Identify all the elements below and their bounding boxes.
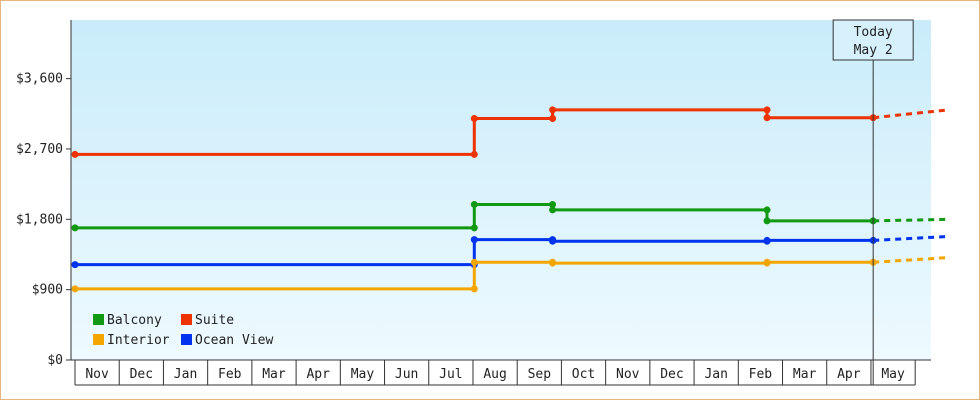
x-axis-months: Nov Dec Jan Feb Mar Apr May Jun Jul Aug Sep Oct Nov D… — [74, 360, 916, 386]
ocean-view-data-point — [470, 236, 478, 244]
month-label: Apr — [837, 367, 861, 382]
ocean-view-data-point — [549, 237, 557, 245]
month-label: Sep — [528, 367, 552, 382]
ocean-view-data-point — [71, 261, 79, 269]
today-label: Today — [854, 25, 893, 40]
y-tick-label: $3,600 — [16, 72, 63, 87]
month-label: Aug — [483, 367, 506, 382]
month-label: Feb — [218, 367, 242, 382]
today-marker: Today May 2 — [832, 19, 914, 385]
plot-background — [71, 20, 931, 360]
suite-data-point — [549, 106, 557, 114]
month-label: Nov — [616, 367, 640, 382]
y-tick-label: $1,800 — [16, 212, 63, 227]
month-label: Apr — [306, 367, 330, 382]
month-label: May — [881, 367, 905, 382]
balcony-data-point — [763, 217, 771, 225]
month-label: Dec — [130, 367, 153, 382]
suite-projection-line — [873, 108, 949, 120]
suite-legend-label: Suite — [195, 313, 234, 328]
suite-data-point — [763, 114, 771, 122]
suite-data-point — [549, 114, 557, 122]
balcony-projection-line — [873, 217, 949, 223]
interior-data-point — [470, 285, 478, 293]
y-tick-label: $0 — [47, 353, 63, 368]
month-label: Jan — [174, 367, 197, 382]
balcony-data-point — [470, 224, 478, 232]
balcony-data-point — [549, 200, 557, 208]
balcony-data-point — [71, 224, 79, 232]
today-date: May 2 — [854, 43, 893, 58]
suite-data-point — [71, 150, 79, 158]
balcony-data-point — [763, 206, 771, 214]
suite-legend-swatch — [181, 314, 192, 325]
interior-data-point — [549, 259, 557, 267]
ocean-view-legend-swatch — [181, 334, 192, 345]
ocean-view-data-point — [763, 236, 771, 244]
balcony-legend-swatch — [93, 314, 104, 325]
y-axis-ticks: $0 $900 $1,800 $2,700 $3,600 — [16, 72, 71, 368]
today-box — [832, 19, 914, 61]
month-label: Jun — [395, 367, 418, 382]
balcony-data-point — [470, 200, 478, 208]
ocean-view-legend-label: Ocean View — [195, 333, 273, 348]
suite-data-point — [470, 114, 478, 122]
month-label: Mar — [793, 367, 817, 382]
series-lines — [71, 106, 949, 293]
month-label: May — [351, 367, 375, 382]
balcony-data-point — [549, 206, 557, 214]
ocean-view-projection-line — [873, 235, 949, 242]
axes — [66, 20, 931, 361]
month-label: Nov — [85, 367, 109, 382]
balcony-legend-label: Balcony — [107, 313, 162, 328]
interior-data-point — [763, 258, 771, 266]
interior-legend-swatch — [93, 334, 104, 345]
interior-data-point — [470, 258, 478, 266]
month-label: Jul — [439, 367, 462, 382]
month-label: Mar — [262, 367, 286, 382]
y-tick-label: $2,700 — [16, 142, 63, 157]
legend: Balcony Suite Interior Ocean View — [93, 313, 273, 348]
month-label: Dec — [660, 367, 683, 382]
interior-data-point — [71, 285, 79, 293]
interior-projection-line — [873, 256, 949, 264]
month-label: Jan — [704, 367, 727, 382]
interior-legend-label: Interior — [107, 333, 170, 348]
month-label: Feb — [749, 367, 773, 382]
y-tick-label: $900 — [32, 283, 63, 298]
month-label: Oct — [572, 367, 595, 382]
suite-data-point — [763, 106, 771, 114]
suite-data-point — [470, 150, 478, 158]
